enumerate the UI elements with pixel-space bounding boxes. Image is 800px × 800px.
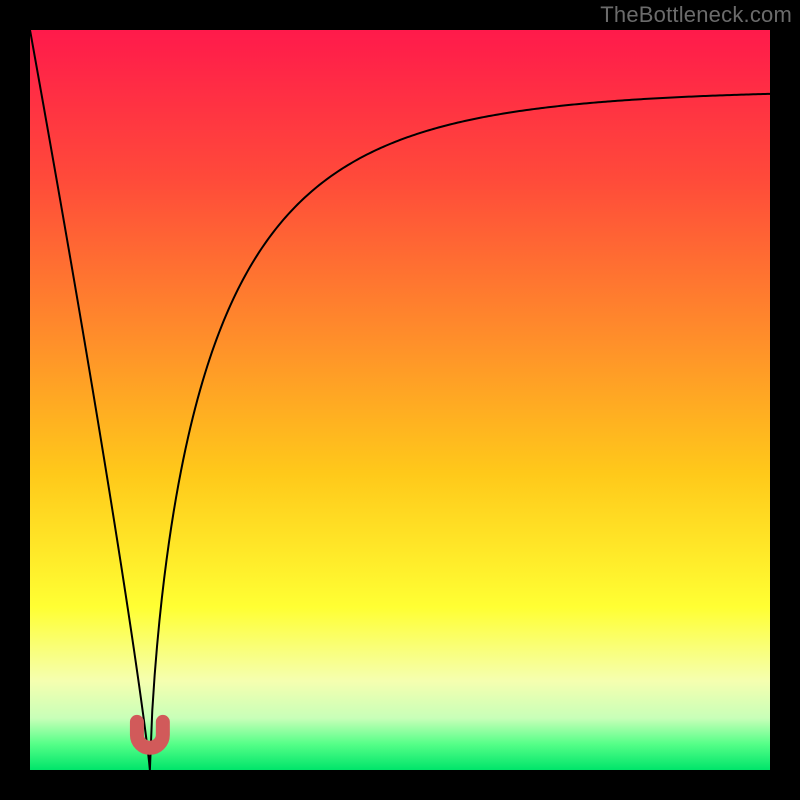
chart-canvas: TheBottleneck.com xyxy=(0,0,800,800)
watermark-text: TheBottleneck.com xyxy=(600,2,792,28)
bottleneck-curve-plot xyxy=(0,0,800,800)
